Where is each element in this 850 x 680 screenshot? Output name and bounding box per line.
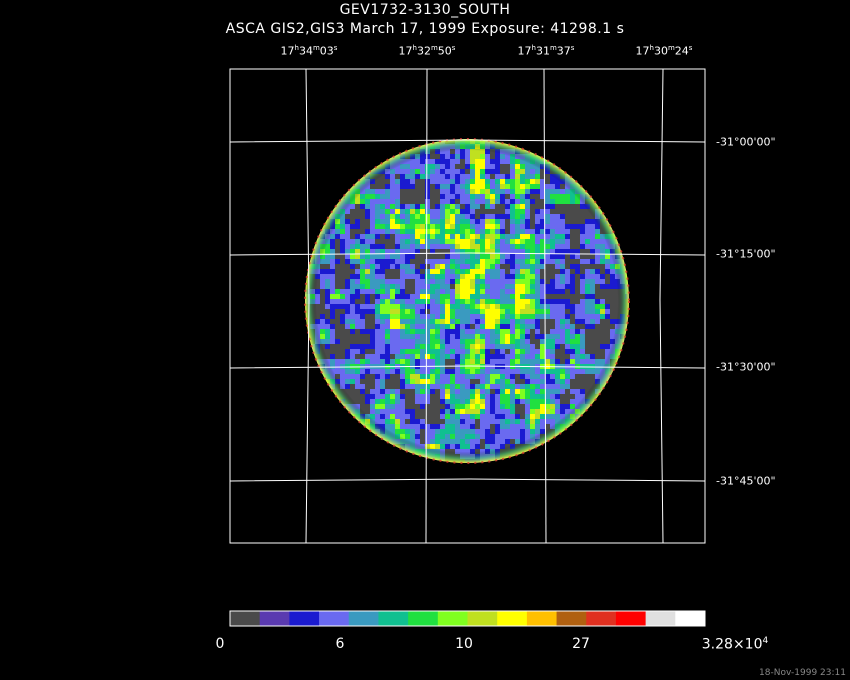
dec-gridline-3 (229, 478, 706, 482)
colorbar-segment (319, 611, 350, 626)
colorbar-label-2: 10 (455, 636, 473, 652)
colorbar-label-1: 6 (335, 636, 345, 652)
ra-label-2: 17h31m37s (517, 44, 575, 58)
colorbar-segment (586, 611, 617, 626)
colorbar-segment (675, 611, 706, 626)
colorbar-segment (615, 611, 647, 626)
dec-label-0: -31°00'00" (716, 135, 776, 149)
observation-subtitle: ASCA GIS2,GIS3 March 17, 1999 Exposure: … (225, 21, 625, 37)
colorbar-segment (645, 611, 676, 626)
colorbar-label-0: 0 (215, 636, 225, 652)
dec-gridline-1 (229, 252, 706, 256)
colorbar-segment (556, 611, 587, 626)
colorbar-frame (229, 610, 706, 627)
dec-label-1: -31°15'00" (716, 247, 776, 261)
colorbar-segment (230, 611, 261, 626)
colorbar-label-3: 27 (572, 636, 590, 652)
dec-gridline-0 (229, 139, 706, 143)
fov-rim (305, 139, 629, 463)
colorbar-segment (378, 611, 409, 626)
colorbar-segment (467, 611, 498, 626)
ra-gridline-3 (659, 68, 664, 544)
colorbar-segment (497, 611, 528, 626)
plot-frame (229, 68, 706, 544)
colorbar (230, 611, 706, 626)
ra-label-3: 17h30m24s (635, 44, 693, 58)
timestamp: 18-Nov-1999 23:11 (759, 668, 846, 678)
colorbar-segment (289, 611, 320, 626)
ra-gridline-1 (425, 68, 428, 544)
image-title: GEV1732-3130_SOUTH (339, 2, 511, 18)
colorbar-segment (408, 611, 439, 626)
dec-label-2: -31°30'00" (716, 360, 776, 374)
colorbar-segment (259, 611, 290, 626)
ra-gridline-2 (543, 68, 547, 544)
ra-label-1: 17h32m50s (398, 44, 456, 58)
fov-edge (304, 138, 630, 464)
colorbar-segment (437, 611, 468, 626)
colorbar-segment (526, 611, 558, 626)
dec-label-3: -31°45'00" (716, 474, 776, 488)
ra-gridline-0 (305, 68, 310, 544)
dec-gridline-2 (229, 365, 706, 369)
colorbar-label-4: 3.28×104 (701, 636, 769, 653)
ra-label-0: 17h34m03s (280, 44, 338, 58)
coordinate-grid (229, 68, 706, 544)
colorbar-segment (348, 611, 379, 626)
